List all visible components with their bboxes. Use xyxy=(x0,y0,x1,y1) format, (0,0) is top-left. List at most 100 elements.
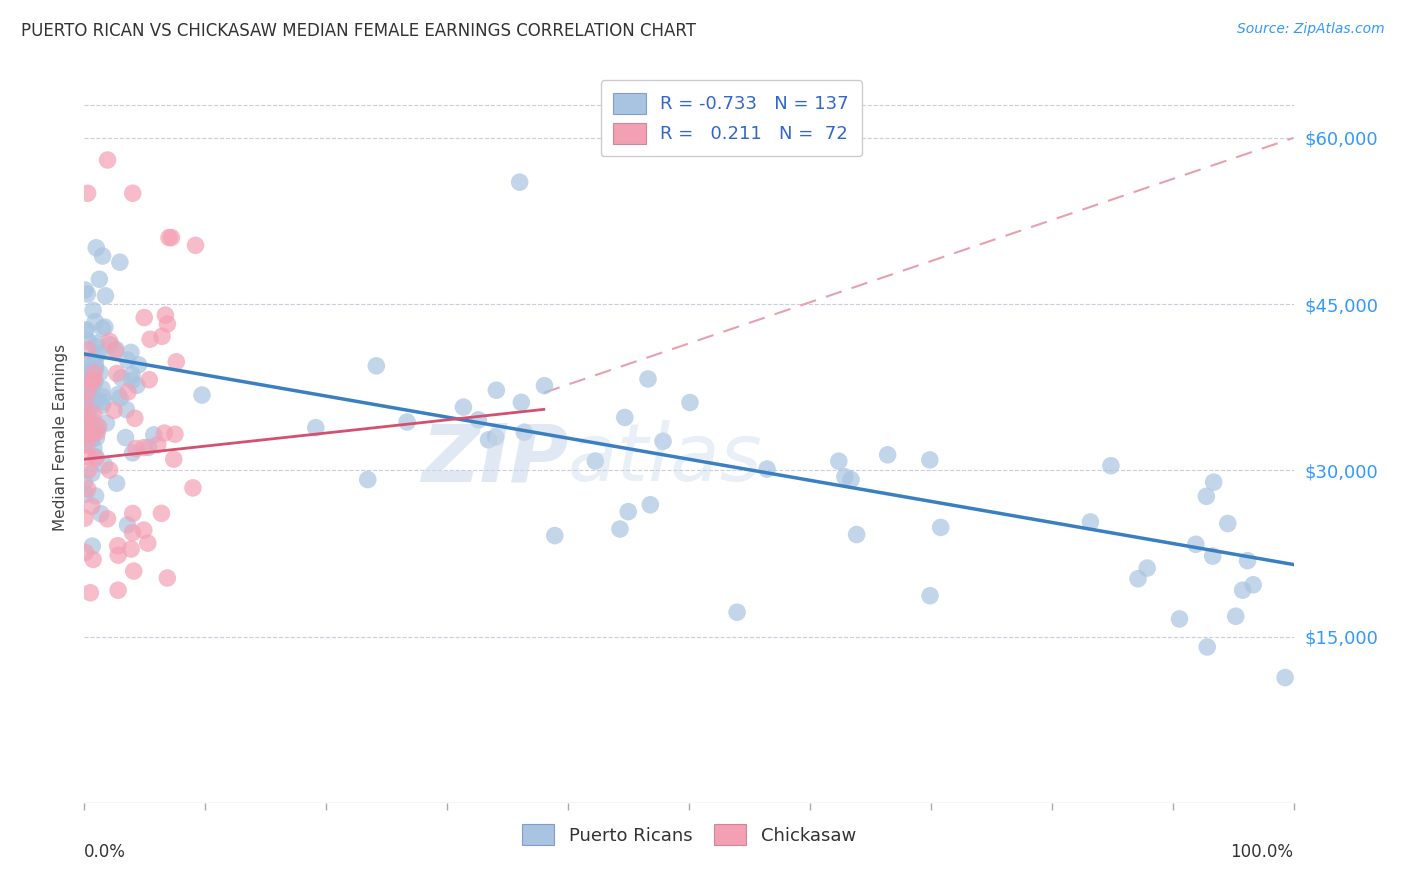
Point xyxy=(75,387,97,401)
Point xyxy=(839,473,862,487)
Point xyxy=(84,355,107,369)
Point xyxy=(357,473,380,487)
Point xyxy=(509,175,531,189)
Point xyxy=(142,428,165,442)
Point xyxy=(121,374,143,388)
Point xyxy=(76,438,98,452)
Point xyxy=(150,329,173,343)
Point xyxy=(76,287,98,301)
Point xyxy=(484,430,506,444)
Text: ZIP: ZIP xyxy=(420,420,568,498)
Point xyxy=(82,414,104,428)
Point xyxy=(1185,537,1208,551)
Point xyxy=(640,498,662,512)
Point xyxy=(121,507,143,521)
Point xyxy=(84,451,107,466)
Point xyxy=(82,539,104,553)
Point xyxy=(1202,549,1225,563)
Point xyxy=(89,272,111,286)
Point xyxy=(121,525,143,540)
Point xyxy=(75,487,97,501)
Point xyxy=(86,431,108,445)
Point xyxy=(1216,516,1239,531)
Point xyxy=(160,230,183,244)
Point xyxy=(929,520,952,534)
Point xyxy=(117,385,139,400)
Point xyxy=(108,391,131,405)
Point xyxy=(120,345,142,359)
Point xyxy=(105,343,128,357)
Point xyxy=(94,320,117,334)
Point xyxy=(121,446,143,460)
Point xyxy=(83,407,105,421)
Point xyxy=(105,476,128,491)
Point xyxy=(77,396,100,410)
Point xyxy=(1202,475,1225,490)
Point xyxy=(305,420,328,434)
Point xyxy=(77,381,100,395)
Text: 100.0%: 100.0% xyxy=(1230,843,1294,861)
Point xyxy=(84,393,107,408)
Point xyxy=(82,395,104,409)
Point xyxy=(80,467,103,481)
Point xyxy=(121,186,143,201)
Point xyxy=(82,552,104,566)
Point xyxy=(828,454,851,468)
Point xyxy=(510,395,533,409)
Point xyxy=(75,417,97,431)
Point xyxy=(163,452,186,467)
Point xyxy=(73,324,96,338)
Point xyxy=(125,378,148,392)
Point xyxy=(103,403,125,417)
Point xyxy=(77,463,100,477)
Point xyxy=(90,507,112,521)
Point xyxy=(84,423,107,437)
Point xyxy=(93,458,115,473)
Point xyxy=(77,410,100,425)
Point xyxy=(138,373,160,387)
Point xyxy=(156,317,179,331)
Point xyxy=(107,387,129,401)
Point xyxy=(533,378,555,392)
Point xyxy=(75,545,97,559)
Point xyxy=(485,383,508,397)
Point xyxy=(82,427,104,442)
Point xyxy=(544,528,567,542)
Point xyxy=(77,374,100,388)
Point xyxy=(477,433,499,447)
Point xyxy=(1274,671,1296,685)
Point xyxy=(82,303,104,318)
Point xyxy=(679,395,702,409)
Point xyxy=(1136,561,1159,575)
Point xyxy=(139,332,162,346)
Point xyxy=(467,413,489,427)
Point xyxy=(80,390,103,404)
Point xyxy=(84,339,107,353)
Point xyxy=(122,564,145,578)
Point xyxy=(83,372,105,386)
Point xyxy=(76,409,98,424)
Point xyxy=(76,383,98,397)
Point xyxy=(91,249,114,263)
Point xyxy=(73,382,96,396)
Point xyxy=(617,505,640,519)
Point xyxy=(77,334,100,348)
Point xyxy=(73,435,96,450)
Point xyxy=(80,433,103,447)
Point xyxy=(84,362,107,376)
Point xyxy=(1241,578,1264,592)
Point xyxy=(181,481,204,495)
Point xyxy=(98,463,121,477)
Point xyxy=(79,401,101,415)
Point xyxy=(134,310,156,325)
Y-axis label: Median Female Earnings: Median Female Earnings xyxy=(53,343,69,531)
Point xyxy=(91,321,114,335)
Point xyxy=(77,384,100,398)
Point xyxy=(79,586,101,600)
Point xyxy=(834,470,856,484)
Point xyxy=(1080,515,1102,529)
Point xyxy=(163,427,186,442)
Point xyxy=(146,438,169,452)
Point xyxy=(98,334,121,349)
Point xyxy=(73,354,96,368)
